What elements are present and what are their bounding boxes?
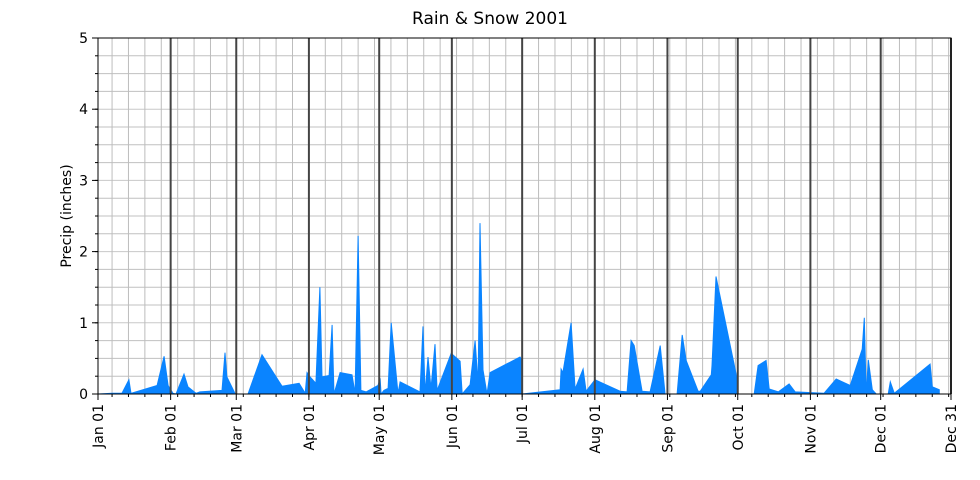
y-tick-label: 2: [79, 245, 88, 261]
x-tick-label: Jul 01: [515, 404, 531, 444]
x-tick-label: Jan 01: [91, 404, 107, 449]
y-tick-label: 4: [79, 102, 88, 118]
y-tick-label: 5: [79, 31, 88, 47]
x-tick-label: Dec 01: [874, 404, 890, 453]
chart-title: Rain & Snow 2001: [412, 9, 568, 29]
precip-area: [97, 223, 940, 396]
x-tick-label: Mar 01: [229, 404, 245, 453]
x-tick-label: Nov 01: [803, 404, 819, 454]
grid: [98, 38, 951, 397]
x-axis: Jan 01 Feb 01 Mar 01 Apr 01 May 01 Jun 01 Jul …: [91, 394, 960, 455]
x-tick-label: Dec 31: [944, 404, 960, 453]
x-tick-label: Sep 01: [660, 404, 676, 453]
y-tick-label: 1: [79, 316, 88, 332]
y-axis: 0 1 2 3 4 5: [79, 31, 98, 403]
x-tick-label: Jun 01: [445, 404, 461, 449]
y-tick-label: 0: [79, 387, 88, 403]
y-axis-label: Precip (inches): [59, 164, 75, 267]
x-tick-label: May 01: [372, 404, 388, 455]
x-tick-label: Apr 01: [302, 404, 318, 450]
x-tick-label: Oct 01: [731, 404, 747, 450]
y-tick-label: 3: [79, 173, 88, 189]
x-tick-label: Aug 01: [588, 404, 604, 454]
x-tick-label: Feb 01: [164, 404, 180, 451]
